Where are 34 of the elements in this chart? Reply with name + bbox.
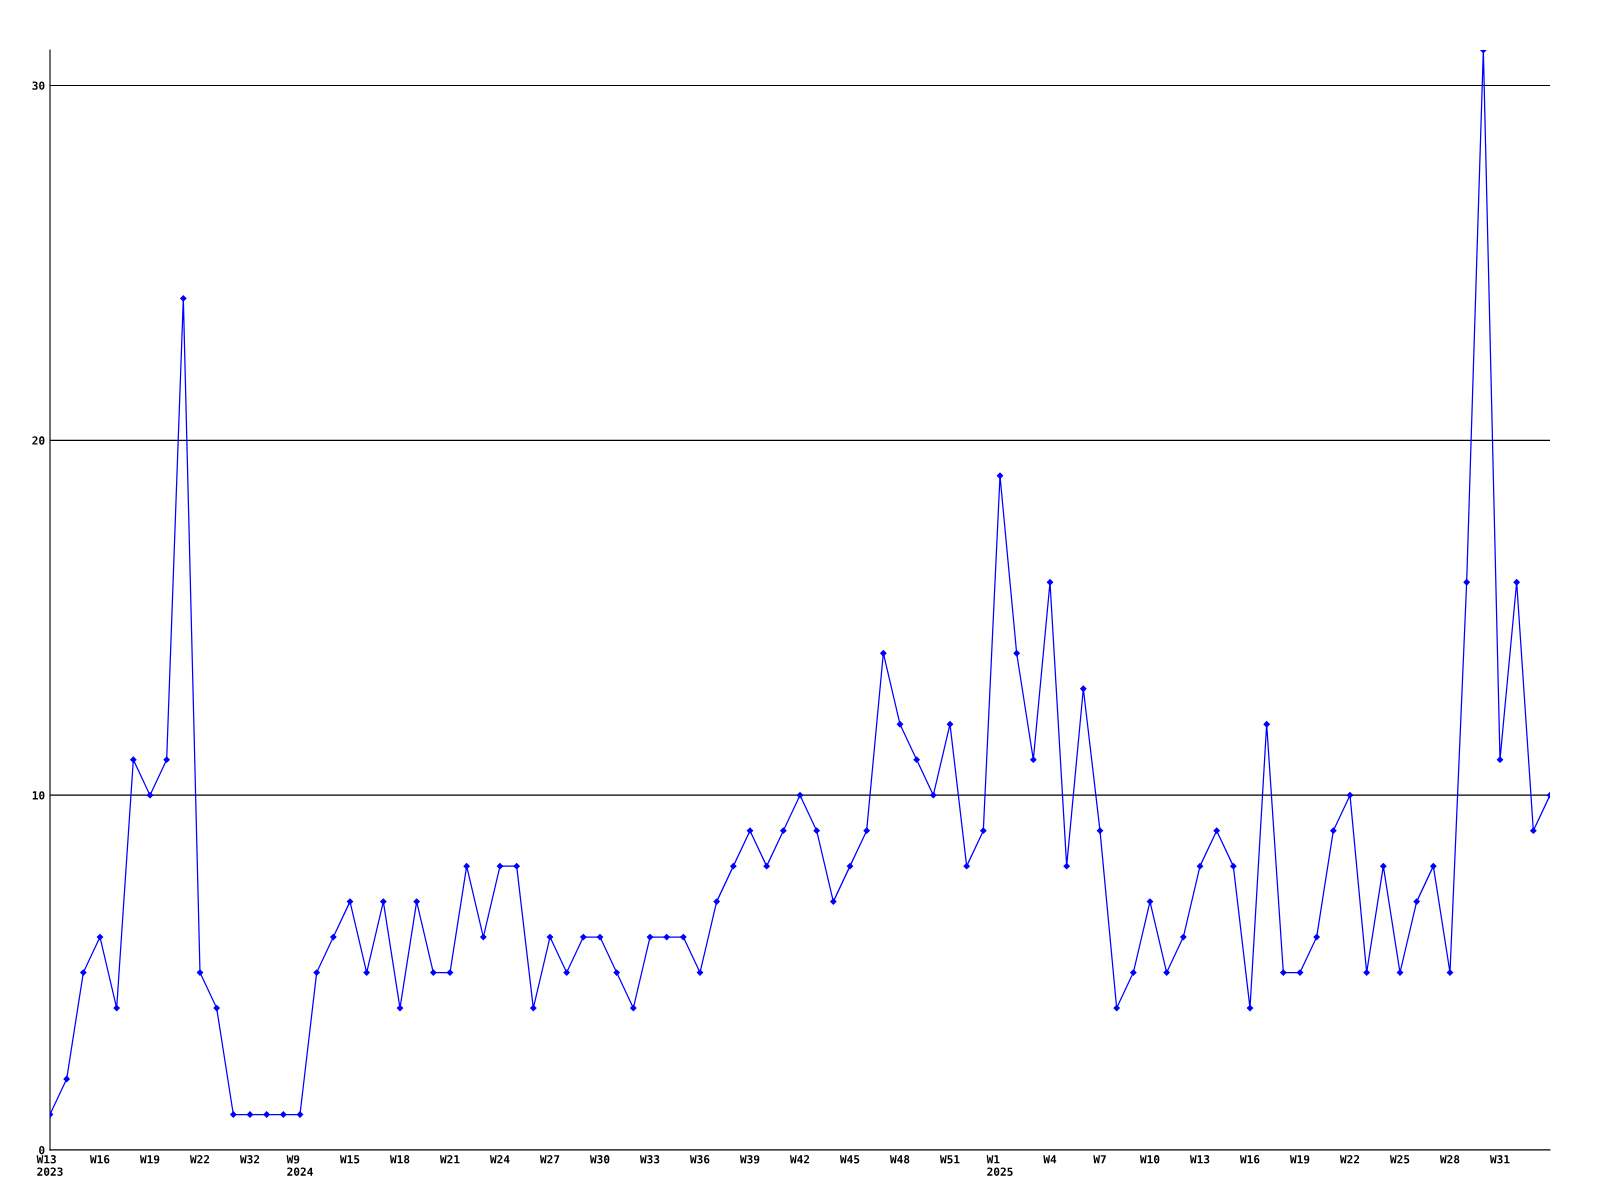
x-tick-label: W39	[739, 1155, 760, 1164]
x-tick-label: W25	[1389, 1155, 1410, 1164]
x-tick-label: W22	[189, 1155, 210, 1164]
x-tick-label: W19	[139, 1155, 160, 1164]
x-tick-label: W15	[339, 1155, 360, 1164]
x-tick-label: W48	[889, 1155, 910, 1164]
x-tick-label: W9 2024	[286, 1155, 313, 1176]
y-tick-label: 20	[32, 436, 45, 445]
x-tick-label: W21	[439, 1155, 460, 1164]
x-tick-label: W4	[1043, 1155, 1057, 1164]
x-tick-label: W19	[1289, 1155, 1310, 1164]
x-tick-label: W22	[1339, 1155, 1360, 1164]
x-tick-label: W27	[539, 1155, 560, 1164]
x-tick-label: W18	[389, 1155, 410, 1164]
x-tick-label: W13 2023	[36, 1155, 63, 1176]
x-tick-label: W13	[1189, 1155, 1210, 1164]
x-tick-label: W33	[639, 1155, 660, 1164]
x-tick-label: W30	[589, 1155, 610, 1164]
x-tick-label: W28	[1439, 1155, 1460, 1164]
y-tick-label: 10	[32, 791, 45, 800]
x-tick-label: W16	[1239, 1155, 1260, 1164]
x-tick-label: W45	[839, 1155, 860, 1164]
x-tick-label: W24	[489, 1155, 510, 1164]
x-tick-label: W7	[1093, 1155, 1106, 1164]
x-tick-label: W42	[789, 1155, 810, 1164]
x-tick-label: W36	[689, 1155, 710, 1164]
x-tick-label: W32	[239, 1155, 260, 1164]
x-tick-label: W31	[1489, 1155, 1510, 1164]
x-tick-label: W16	[89, 1155, 110, 1164]
y-tick-label: 30	[32, 81, 45, 90]
y-tick-label: 0	[39, 1145, 45, 1155]
x-tick-label: W10	[1139, 1155, 1160, 1164]
x-tick-label: W1 2025	[986, 1155, 1013, 1176]
x-tick-label: W51	[939, 1155, 960, 1164]
